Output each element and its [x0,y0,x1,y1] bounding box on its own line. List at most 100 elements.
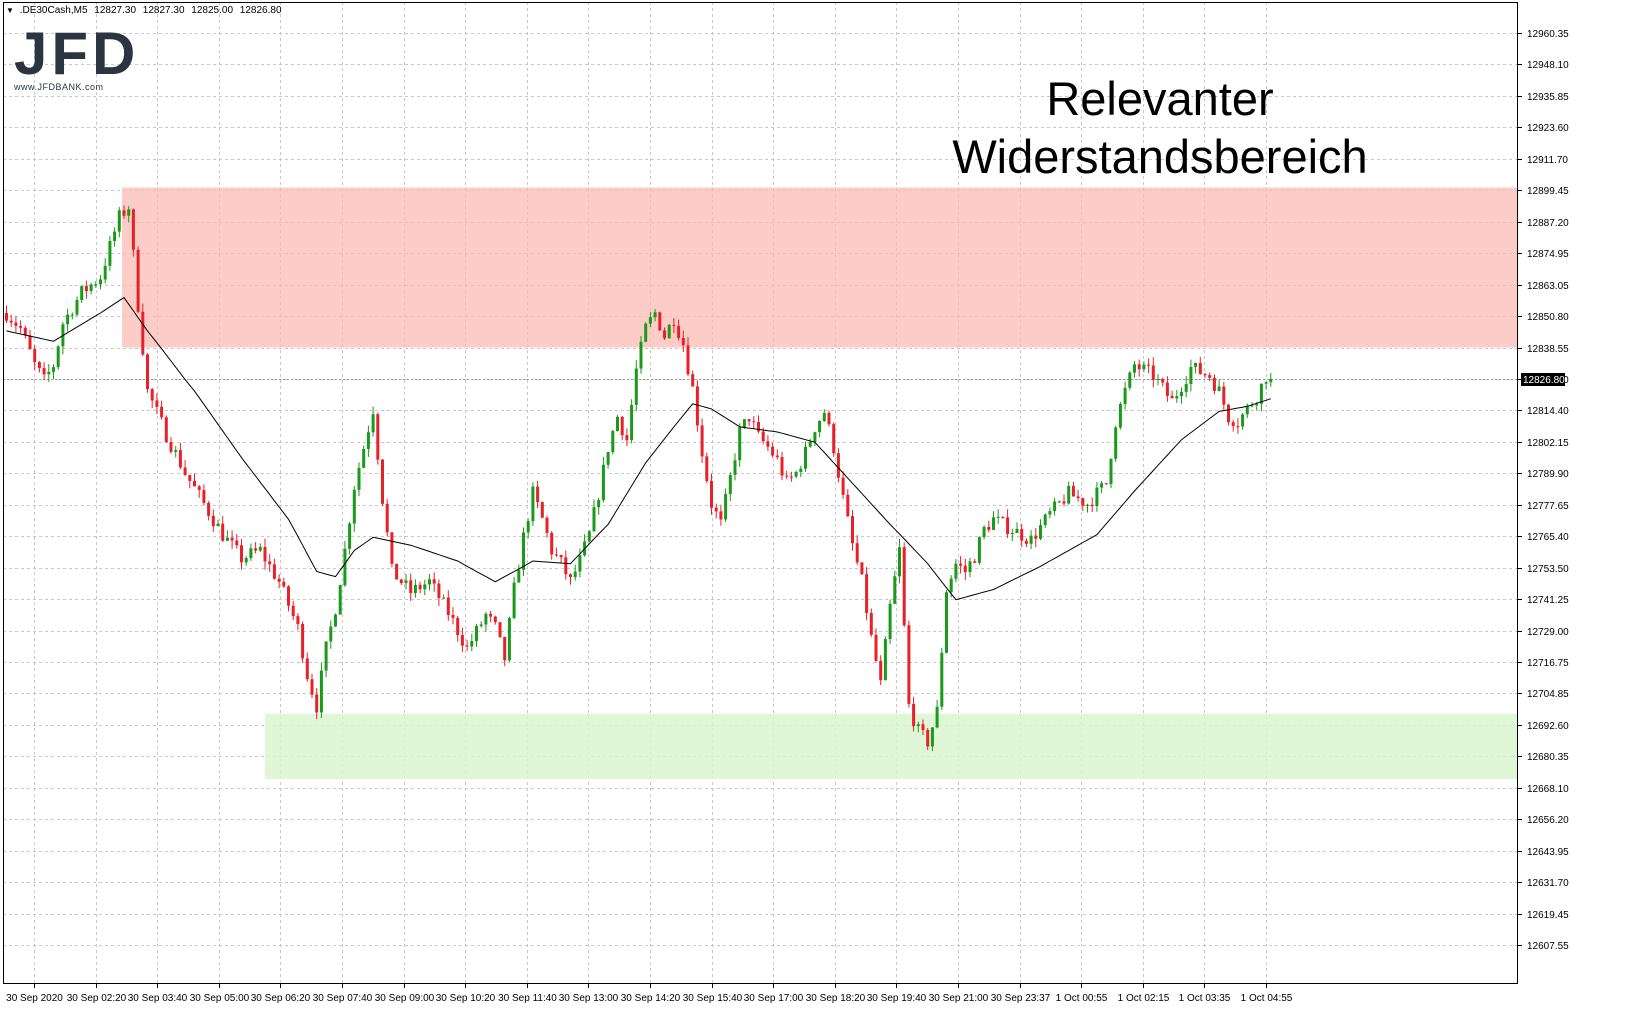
candle-body [366,432,370,449]
candle [37,361,41,373]
candle [507,616,511,663]
candle [1090,497,1094,513]
candle [470,633,474,652]
candle-body [395,563,399,580]
candle-body [827,412,831,425]
candle-body [691,374,695,387]
candle [648,311,652,328]
candle-body [1165,382,1169,396]
candle-body [9,320,13,323]
logo-url: www.JFDBANK.com [14,82,104,92]
candle-body [14,322,18,326]
candle-body [362,448,366,468]
candle-body [136,249,140,312]
current-price-label: 12826.80 [1523,375,1565,386]
candle-body [352,489,356,524]
candle-body [987,526,991,530]
candle-body [865,574,869,613]
candle-body [526,521,530,533]
candle [719,504,723,526]
candle-body [639,341,643,369]
x-axis-label: 30 Sep 2020 [6,993,63,1004]
candle [926,727,930,751]
candle-body [296,616,300,625]
candle-body [329,626,333,642]
candle-body [324,641,328,671]
candle-body [522,532,525,570]
candle [963,558,967,581]
candle-body [977,537,981,563]
candle [371,406,375,437]
x-axis-label: 30 Sep 02:20 [67,993,127,1004]
candle-body [1184,383,1188,392]
candle [19,320,23,333]
candle-body [1156,378,1160,380]
candle-body [432,579,436,584]
candle [526,518,530,539]
candle [855,535,859,565]
x-axis-label: 30 Sep 07:40 [313,993,373,1004]
candle-body [1137,364,1141,370]
candle [564,550,568,580]
candle-body [1189,366,1193,384]
candle [5,305,8,324]
candle-body [945,592,948,653]
candle-body [291,605,295,617]
candle-body [258,546,262,551]
candle [1062,494,1066,507]
candle-body [742,419,746,428]
candle [315,688,319,720]
candle [1104,483,1108,485]
candle [442,594,446,599]
candle-body [42,368,46,375]
candle [597,497,601,515]
candle [714,503,718,519]
candle-body [559,555,563,558]
candle [202,484,206,506]
candle-body [94,284,98,286]
candle-body [921,724,925,730]
candle [545,515,549,538]
candle-body [141,311,145,355]
candle [381,458,384,507]
candle [583,534,587,557]
candle-body [446,597,450,616]
candle [28,329,32,350]
candle-body [804,446,807,469]
x-axis-label: 1 Oct 03:35 [1179,993,1231,1004]
candle-body [592,507,596,532]
dropdown-triangle-icon[interactable]: ▼ [6,6,14,15]
candle [178,442,182,470]
candle [240,539,243,570]
x-axis-label: 30 Sep 15:40 [683,993,743,1004]
candle-body [371,414,375,433]
ohlc-high: 12827.30 [142,5,185,16]
candle [70,312,74,320]
candle [479,621,483,628]
candle [869,608,873,637]
candle-body [357,467,361,490]
candle [672,318,676,333]
candle-body [1133,364,1136,373]
candle [912,696,916,732]
candle [183,460,187,476]
candle [789,471,793,482]
candle-body [963,565,967,573]
candle-body [418,584,422,590]
candle [898,538,901,584]
candle-body [207,502,211,516]
candle-body [343,548,347,586]
candle [822,409,826,422]
y-axis-label: 12704.85 [1527,689,1569,700]
candle-body [409,580,413,594]
candle [390,531,394,568]
candle [902,542,906,628]
candle-body [667,324,671,339]
y-axis-label: 12935.85 [1527,92,1569,103]
candle-body [930,727,934,747]
candle-body [193,480,196,487]
candle [893,570,897,605]
candle [733,453,737,481]
